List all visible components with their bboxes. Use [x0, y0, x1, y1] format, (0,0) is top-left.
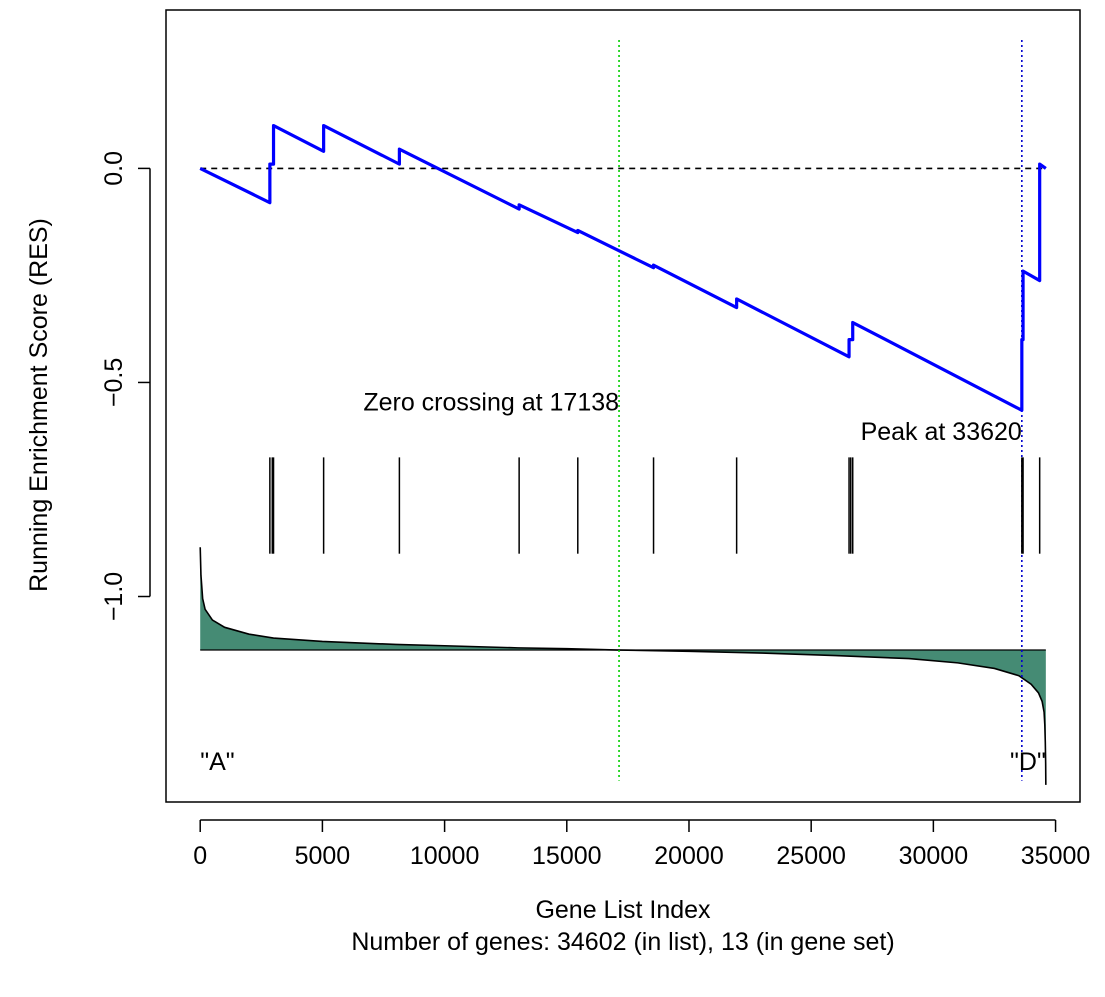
x-tick-label: 0 — [193, 842, 207, 870]
label-d: "D" — [1010, 748, 1046, 776]
peak-label: Peak at 33620 — [861, 418, 1022, 446]
x-axis: 0 5000 10000 15000 20000 25000 30000 35000 — [193, 819, 1091, 870]
metric-layer — [199, 547, 1047, 785]
y-tick-label: −0.5 — [100, 358, 128, 407]
zero-crossing-label: Zero crossing at 17138 — [363, 388, 619, 416]
y-axis-label: Running Enrichment Score (RES) — [25, 218, 53, 592]
plot-frame — [165, 9, 1081, 803]
x-tick-label: 20000 — [654, 842, 724, 870]
x-tick-label: 30000 — [899, 842, 969, 870]
metric-curve — [199, 547, 1047, 785]
x-tick-label: 35000 — [1021, 842, 1091, 870]
running-enrichment-score-line — [199, 123, 1047, 412]
y-tick-label: −1.0 — [100, 572, 128, 621]
series-layer — [199, 123, 1047, 412]
x-tick-label: 5000 — [295, 842, 351, 870]
y-tick-label: 0.0 — [100, 151, 128, 186]
x-axis-label: Gene List Index — [535, 896, 711, 924]
label-a: "A" — [200, 748, 234, 776]
hits-layer — [269, 457, 1041, 554]
x-tick-label: 25000 — [776, 842, 846, 870]
annotations-layer: Zero crossing at 17138 Peak at 33620 "A" "D… — [200, 388, 1046, 776]
x-tick-label: 10000 — [410, 842, 480, 870]
x-tick-label: 15000 — [532, 842, 602, 870]
y-axis: 0.0 −0.5 −1.0 — [100, 151, 151, 621]
x-axis-sublabel: Number of genes: 34602 (in list), 13 (in… — [351, 928, 894, 956]
